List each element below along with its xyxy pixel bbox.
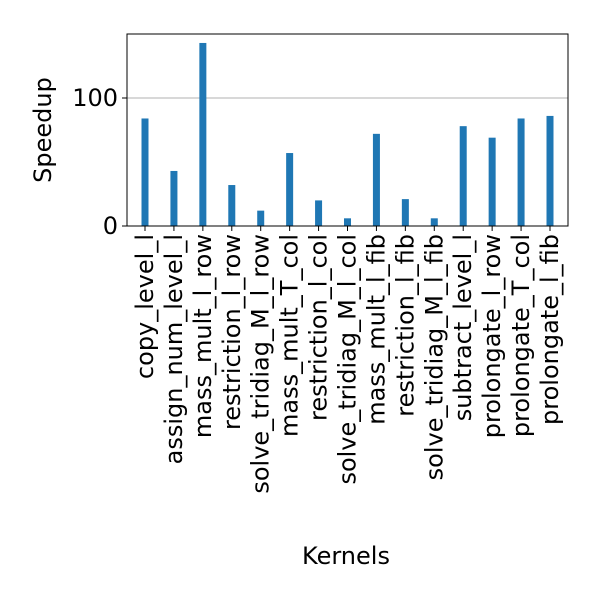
bar-restriction_l_fib [401, 199, 409, 226]
x-tick-label: solve_tridiag_M_l_row [247, 234, 275, 494]
y-axis-ticks: 0 100 [72, 84, 127, 240]
x-tick-label: prolongate_l_fib [536, 234, 564, 425]
x-tick-label: restriction_l_col [305, 234, 333, 421]
bar-restriction_l_col [315, 200, 323, 226]
x-tick-label: restriction_l_row [218, 234, 246, 430]
x-tick-label: mass_mult_l_row [189, 234, 217, 438]
x-tick-label: restriction_l_fib [391, 234, 419, 417]
x-tick-label: copy_level_l [131, 234, 159, 379]
y-axis-label: Speedup [29, 77, 57, 183]
bar-copy_level_l [141, 118, 149, 226]
bar-prolongate_T_col [517, 118, 525, 226]
x-axis-label: Kernels [302, 542, 390, 570]
plot-area-frame [126, 33, 569, 227]
y-tick-label: 100 [72, 84, 118, 112]
bar-solve_tridiag_M_l_col [344, 218, 351, 226]
x-tick-label: assign_num_level_l [160, 234, 188, 464]
bar-mass_mult_l_fib [372, 133, 380, 226]
bar-assign_num_level_l [170, 170, 178, 226]
y-tick-label: 0 [103, 212, 118, 240]
bar-subtract_level_l [459, 126, 467, 226]
x-tick-label: prolongate_l_row [478, 234, 506, 438]
bar-prolongate_l_row [488, 137, 496, 226]
x-tick-label: prolongate_T_col [507, 234, 535, 437]
bar-solve_tridiag_M_l_row [257, 210, 265, 226]
bar-prolongate_l_fib [546, 115, 554, 226]
bar-restriction_l_row [228, 185, 236, 226]
x-axis-ticks: copy_level_l assign_num_level_l mass_mult_… [131, 226, 564, 494]
bars [141, 42, 554, 227]
x-tick-label: mass_mult_T_col [276, 234, 304, 437]
x-tick-label: subtract_level_l [449, 234, 477, 421]
x-tick-label: solve_tridiag_M_l_fib [420, 234, 448, 480]
bar-mass_mult_T_col [286, 153, 294, 226]
bar-solve_tridiag_M_l_fib [430, 218, 438, 226]
bar-mass_mult_l_row [199, 42, 207, 227]
x-tick-label: solve_tridiag_M_l_col [334, 234, 362, 485]
x-tick-label: mass_mult_l_fib [362, 234, 390, 425]
